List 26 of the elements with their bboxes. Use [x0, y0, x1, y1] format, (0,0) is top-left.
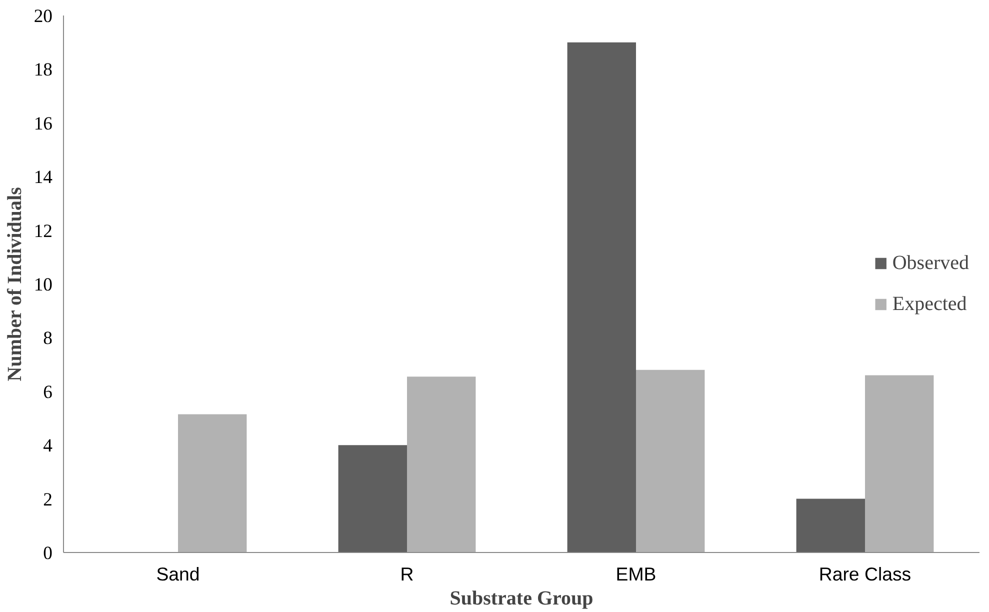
y-axis-title: Number of Individuals: [4, 186, 26, 382]
legend-label: Observed: [892, 252, 969, 274]
y-tick-label: 14: [34, 167, 54, 188]
y-tick-label: 16: [34, 113, 52, 134]
y-tick-label: 0: [43, 543, 52, 564]
x-tick-label: Sand: [156, 564, 200, 584]
bar: [407, 376, 476, 552]
bar: [865, 375, 934, 552]
bar: [567, 42, 636, 552]
y-tick-label: 20: [34, 6, 52, 27]
y-tick-label: 2: [43, 489, 52, 510]
bar: [636, 370, 705, 552]
y-tick-label: 10: [34, 274, 52, 296]
bar: [338, 445, 407, 552]
x-tick-label: R: [400, 564, 414, 584]
x-tick-label: EMB: [616, 564, 656, 584]
y-tick-label: 18: [34, 60, 52, 81]
bar: [796, 498, 865, 552]
legend-label: Expected: [892, 292, 967, 316]
y-tick-label: 8: [43, 328, 52, 350]
x-axis-title: Substrate Group: [450, 588, 594, 610]
y-tick-label: 12: [34, 220, 52, 242]
bar: [178, 414, 247, 552]
x-tick-label: Rare Class: [818, 564, 912, 584]
y-tick-label: 4: [43, 436, 54, 457]
y-tick-label: 6: [43, 382, 52, 403]
